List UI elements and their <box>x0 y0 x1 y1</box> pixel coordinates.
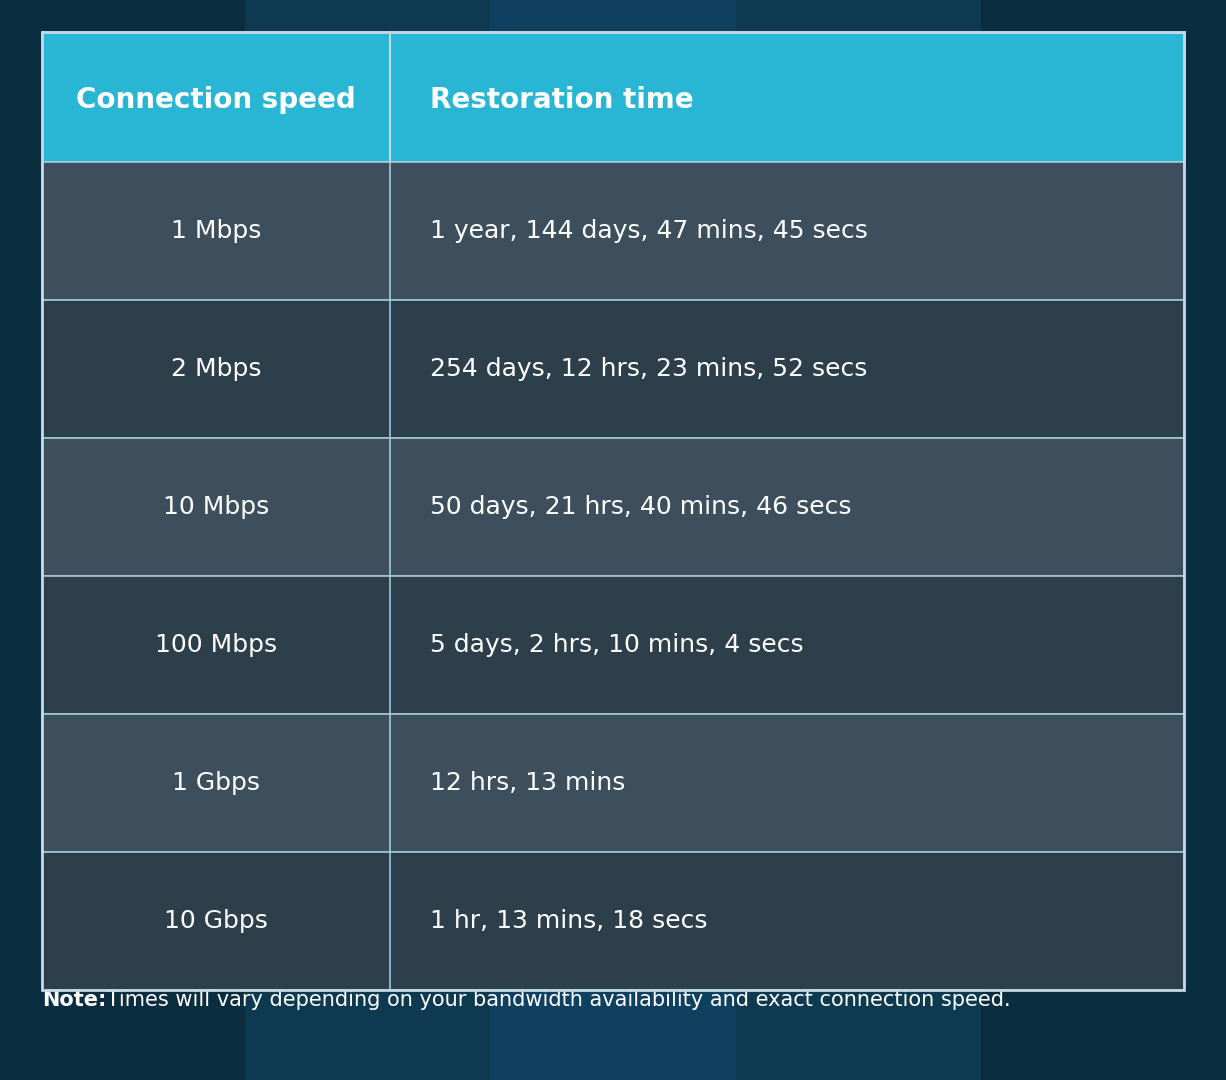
Text: Times will vary depending on your bandwidth availability and exact connection sp: Times will vary depending on your bandwi… <box>101 990 1010 1010</box>
Bar <box>42 32 1184 990</box>
Text: 100 Mbps: 100 Mbps <box>156 633 277 657</box>
Text: 12 hrs, 13 mins: 12 hrs, 13 mins <box>430 771 625 795</box>
Bar <box>736 0 981 1080</box>
Text: Connection speed: Connection speed <box>76 85 356 113</box>
Text: 1 year, 144 days, 47 mins, 45 secs: 1 year, 144 days, 47 mins, 45 secs <box>430 219 868 243</box>
Bar <box>42 852 1184 990</box>
Bar <box>0 0 245 1080</box>
Bar <box>981 0 1226 1080</box>
Bar <box>42 438 1184 576</box>
Bar <box>42 714 1184 852</box>
Bar <box>42 576 1184 714</box>
Text: 10 Gbps: 10 Gbps <box>164 909 268 933</box>
Text: 1 hr, 13 mins, 18 secs: 1 hr, 13 mins, 18 secs <box>430 909 707 933</box>
Text: Restoration time: Restoration time <box>430 85 694 113</box>
Text: 10 Mbps: 10 Mbps <box>163 495 270 519</box>
Text: 1 Mbps: 1 Mbps <box>170 219 261 243</box>
Text: 1 Gbps: 1 Gbps <box>172 771 260 795</box>
Bar <box>245 0 490 1080</box>
Bar <box>42 32 1184 162</box>
Text: 254 days, 12 hrs, 23 mins, 52 secs: 254 days, 12 hrs, 23 mins, 52 secs <box>430 357 867 381</box>
Text: Note:: Note: <box>42 990 107 1010</box>
Bar <box>42 300 1184 438</box>
Bar <box>42 162 1184 300</box>
Text: 2 Mbps: 2 Mbps <box>170 357 261 381</box>
Text: 50 days, 21 hrs, 40 mins, 46 secs: 50 days, 21 hrs, 40 mins, 46 secs <box>430 495 852 519</box>
Text: 5 days, 2 hrs, 10 mins, 4 secs: 5 days, 2 hrs, 10 mins, 4 secs <box>430 633 803 657</box>
Bar <box>490 0 736 1080</box>
